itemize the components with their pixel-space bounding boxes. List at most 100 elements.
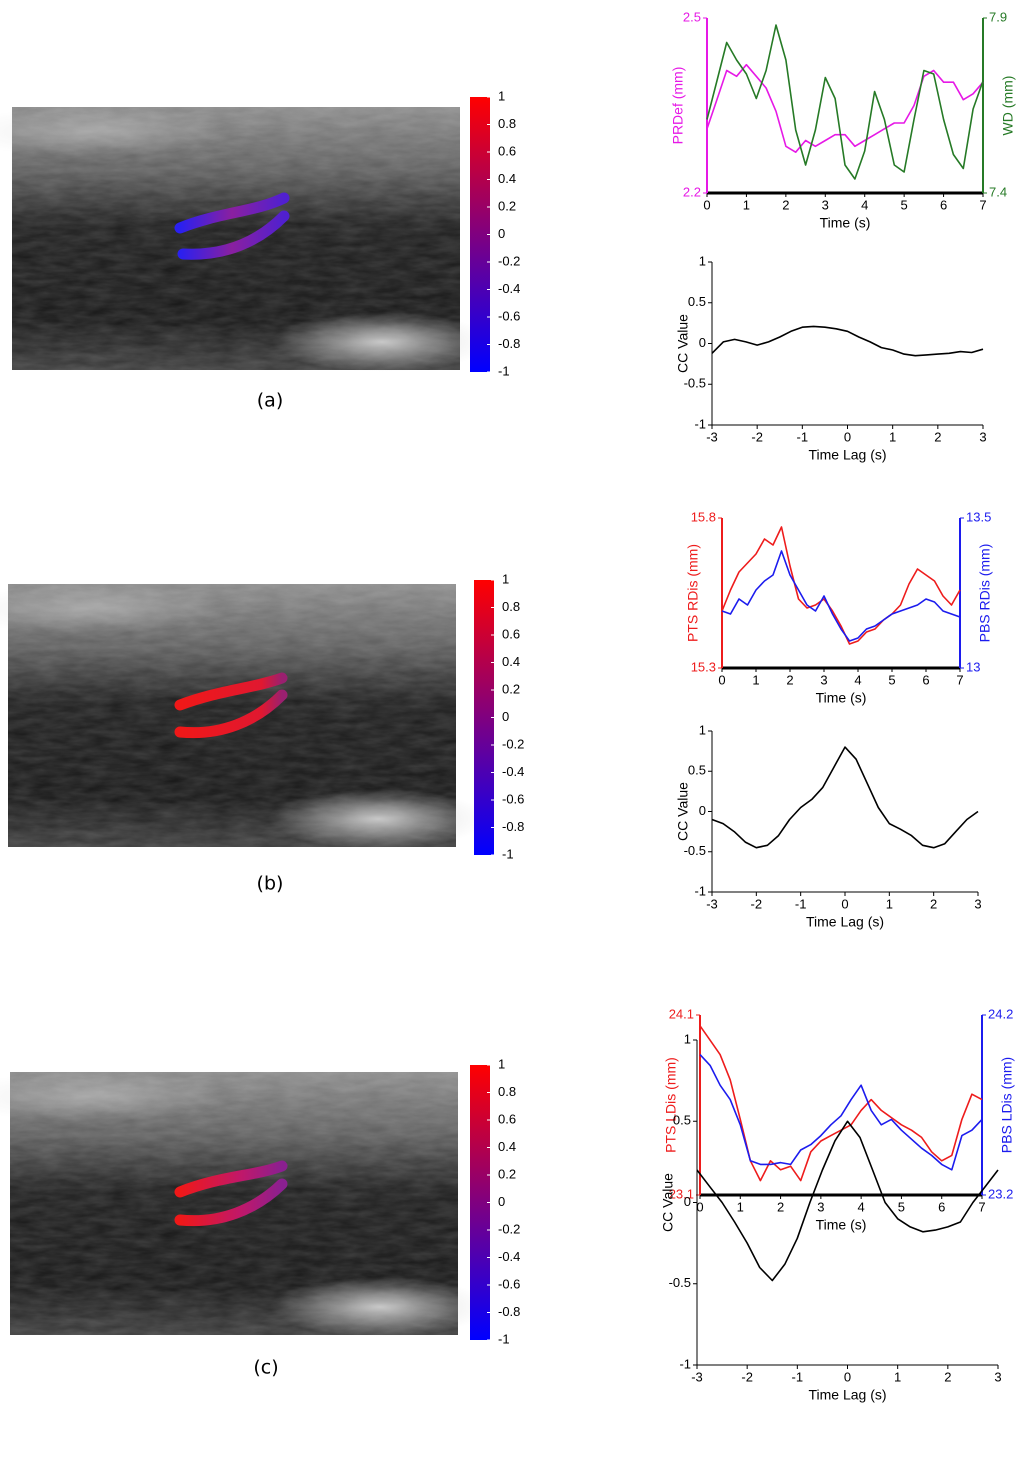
panel-caption: (c) — [253, 1357, 278, 1379]
y2-tick-label: 7.4 — [989, 184, 1007, 199]
y2-axis-label: WD (mm) — [1000, 76, 1016, 136]
x-axis-label: Time (s) — [816, 1217, 867, 1233]
series-line — [712, 747, 978, 848]
panel-caption: (b) — [257, 873, 284, 895]
x-tick-label: -1 — [795, 896, 807, 911]
y-tick-label: 15.3 — [691, 659, 716, 674]
x-tick-label: 6 — [940, 197, 947, 212]
x-tick-label: -1 — [797, 429, 809, 444]
x-tick-label: 5 — [888, 672, 895, 687]
x-tick-label: 0 — [703, 197, 710, 212]
y-axis-label: PTS RDis (mm) — [685, 544, 701, 642]
x-tick-label: 0 — [844, 1369, 851, 1384]
y-tick-label: 0 — [684, 1194, 691, 1209]
x-tick-label: 7 — [956, 672, 963, 687]
colorbar-tick-label: -1 — [498, 1331, 510, 1346]
x-tick-label: -1 — [792, 1369, 804, 1384]
colorbar-tick-label: -0.4 — [502, 764, 524, 779]
y2-tick-label: 7.9 — [989, 9, 1007, 24]
colorbar-tick-label: 0 — [502, 709, 509, 724]
colorbar-tick-label: 0.8 — [498, 1084, 516, 1099]
y-axis-label: CC Value — [675, 782, 691, 841]
colorbar-tick-label: -0.6 — [498, 1276, 520, 1291]
y-tick-label: 0.5 — [673, 1113, 691, 1128]
y-tick-label: 2.5 — [683, 9, 701, 24]
y-tick-label: 1 — [684, 1031, 691, 1046]
x-tick-label: -3 — [706, 896, 718, 911]
series-line — [707, 25, 983, 179]
colorbar-tick-label: 0.2 — [502, 681, 520, 696]
x-tick-label: 1 — [743, 197, 750, 212]
y-tick-label: 0 — [699, 335, 706, 350]
x-tick-label: 3 — [994, 1369, 1001, 1384]
x-tick-label: 1 — [737, 1199, 744, 1214]
x-tick-label: 7 — [979, 197, 986, 212]
x-tick-label: 1 — [886, 896, 893, 911]
colorbar-tick-label: 0 — [498, 1194, 505, 1209]
colorbar-tick-label: 0.2 — [498, 1166, 516, 1181]
figure: (a) (b) (c) 1 0.8 0.6 0.4 0.2 0 -0.2 -0.4 -0.6 -0… — [0, 0, 1031, 1475]
series-line — [700, 1055, 982, 1170]
x-tick-label: 2 — [930, 896, 937, 911]
panel-caption: (a) — [257, 390, 283, 412]
colorbar-tick-label: 0.2 — [498, 198, 516, 213]
y-tick-label: -0.5 — [669, 1275, 691, 1290]
x-tick-label: 0 — [718, 672, 725, 687]
y-tick-label: 0.5 — [688, 763, 706, 778]
y-tick-label: 0.5 — [688, 294, 706, 309]
y-tick-label: 15.8 — [691, 509, 716, 524]
x-tick-label: 5 — [898, 1199, 905, 1214]
x-tick-label: 6 — [938, 1199, 945, 1214]
x-tick-label: 3 — [822, 197, 829, 212]
ultrasound-image — [0, 1072, 490, 1337]
x-tick-label: 4 — [854, 672, 861, 687]
y2-tick-label: 23.2 — [988, 1186, 1013, 1201]
x-tick-label: 2 — [782, 197, 789, 212]
colorbar-tick-label: 0.4 — [498, 1139, 516, 1154]
x-tick-label: 0 — [841, 896, 848, 911]
y2-tick-label: 13 — [966, 659, 980, 674]
colorbar-tick-label: -0.4 — [498, 1249, 520, 1264]
colorbar-tick-label: -0.8 — [498, 1304, 520, 1319]
y-axis-label: PTS LDis (mm) — [663, 1057, 679, 1153]
y-tick-label: 0 — [699, 803, 706, 818]
x-tick-label: 5 — [901, 197, 908, 212]
colorbar-tick-label: -1 — [502, 846, 514, 861]
colorbar-tick-label: 1 — [498, 1056, 505, 1071]
colorbar-tick-label: -0.2 — [498, 253, 520, 268]
x-axis-label: Time (s) — [816, 690, 867, 706]
x-tick-label: 3 — [979, 429, 986, 444]
y2-tick-label: 13.5 — [966, 509, 991, 524]
ultrasound-image — [0, 107, 492, 372]
x-tick-label: 6 — [922, 672, 929, 687]
colorbar-tick-label: -0.4 — [498, 281, 520, 296]
x-axis-label: Time Lag (s) — [808, 447, 886, 463]
series-line — [700, 1026, 982, 1181]
colorbar-tick-label: -0.6 — [498, 308, 520, 323]
x-axis-label: Time Lag (s) — [806, 914, 884, 930]
colorbar-tick-label: 0.6 — [498, 143, 516, 158]
colorbar-tick-label: -1 — [498, 363, 510, 378]
x-tick-label: -3 — [691, 1369, 703, 1384]
colorbar-tick-label: 0.8 — [502, 599, 520, 614]
x-tick-label: -2 — [741, 1369, 753, 1384]
x-tick-label: 1 — [894, 1369, 901, 1384]
y2-axis-label: PBS RDis (mm) — [977, 544, 993, 643]
x-tick-label: -2 — [751, 896, 763, 911]
series-line — [722, 527, 960, 644]
ultrasound-image — [0, 584, 488, 849]
colorbar-tick-label: 0.4 — [498, 171, 516, 186]
x-tick-label: 7 — [978, 1199, 985, 1214]
y-tick-label: 1 — [699, 722, 706, 737]
page: {"captions": ["(a)", "(b)", "(c)"], "cha… — [0, 0, 1031, 1480]
x-tick-label: -2 — [751, 429, 763, 444]
y-tick-label: 24.1 — [669, 1006, 694, 1021]
x-tick-label: 1 — [889, 429, 896, 444]
y-tick-label: 2.2 — [683, 184, 701, 199]
x-tick-label: 2 — [934, 429, 941, 444]
colorbar-tick-label: 0.8 — [498, 116, 516, 131]
x-axis-label: Time Lag (s) — [808, 1387, 886, 1403]
y-tick-label: -1 — [679, 1356, 691, 1371]
x-axis-label: Time (s) — [820, 215, 871, 231]
colorbar-tick-label: 1 — [498, 88, 505, 103]
